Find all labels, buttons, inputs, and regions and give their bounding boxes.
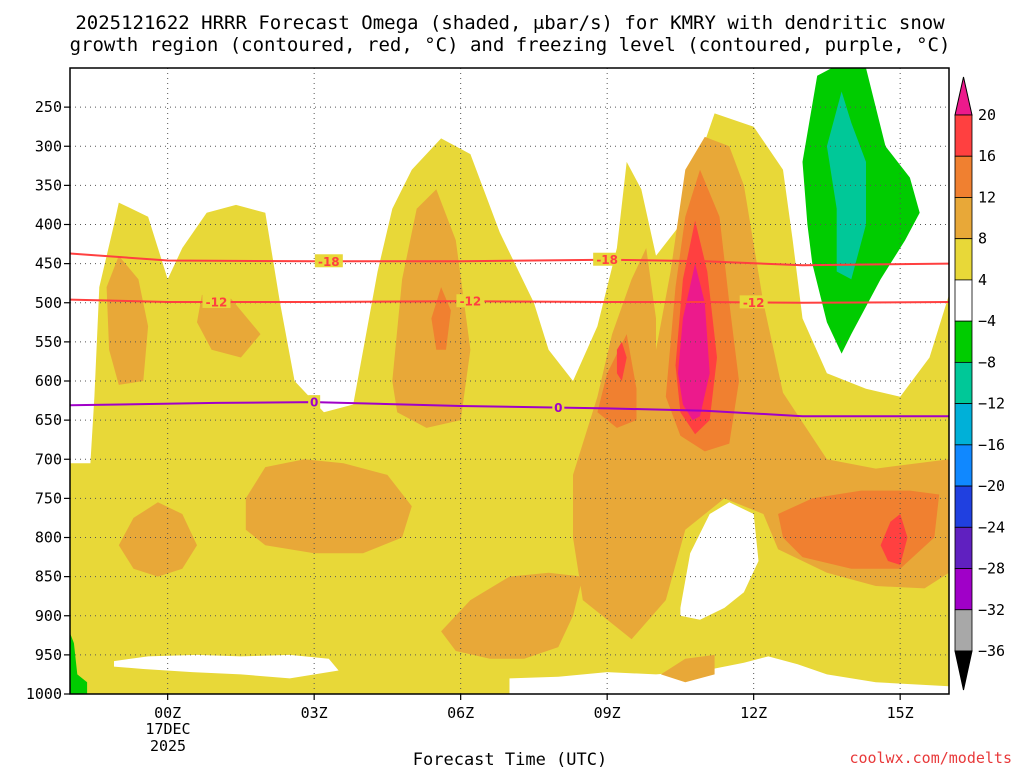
y-tick-label: 550 [35,333,62,351]
dgz-minus18-label-bg [314,254,343,268]
x-tick-label: 09Z [594,704,621,722]
omega-8-h [118,502,197,577]
x-axis-label: Forecast Time (UTC) [413,750,607,768]
omega-8-f [245,459,412,554]
freezing-level-label: 0 [310,396,318,410]
credit-text: coolwx.com/modelts [849,749,1012,767]
dgz-minus12-line [69,298,950,304]
colorbar-swatch [954,568,973,611]
omega-8-e [660,654,715,683]
y-tick-label: 350 [35,176,62,194]
colorbar-label: −8 [978,353,996,371]
colorbar-label: −28 [978,560,1005,578]
x-tick-label: 03Z [301,704,328,722]
omega-8-b [197,294,261,358]
y-tick-label: 750 [35,489,62,507]
dgz-minus12-label-bg [202,294,231,308]
omega-minus12-a [826,91,866,280]
chart-title-line2: growth region (contoured, red, °C) and f… [70,34,951,56]
colorbar-label: −36 [978,642,1005,660]
omega-16-a [616,341,627,381]
omega-white-low-left [114,654,339,679]
omega-8-c [392,189,471,428]
colorbar-label: 20 [978,106,996,124]
colorbar-swatch [954,444,973,487]
colorbar-swatch [954,320,973,363]
colorbar-swatch [954,155,973,198]
omega-white-hole [680,502,759,620]
colorbar: 20 16 12 8 4 −4 −8 −12 −16 −20 −24 −28 −32 −36 [954,76,1005,691]
colorbar-label: 16 [978,147,996,165]
y-tick-label: 500 [35,294,62,312]
freezing-level-label-bg [308,395,321,409]
contour-lines: -18 -18 -12 -12 -12 0 0 [69,252,950,418]
y-tick-label: 1000 [26,685,62,703]
omega-12-b [597,334,637,428]
y-tick-label: 400 [35,216,62,234]
colorbar-swatch [954,361,973,405]
colorbar-swatch [954,238,973,281]
x-tick-label: 06Z [447,704,474,722]
omega-8-g [441,572,583,659]
y-tick-label: 650 [35,411,62,429]
y-tick-label: 950 [35,646,62,664]
colorbar-label: −4 [978,312,996,330]
date-label-line2: 2025 [150,737,186,755]
y-tick-label: 450 [35,255,62,273]
omega-white-low-right [509,656,949,694]
colorbar-under-arrow [954,650,973,691]
y-tick-label: 850 [35,568,62,586]
freezing-level-line [69,401,949,418]
dgz-minus12-label-bg [739,295,768,309]
date-label-line1: 17DEC [145,720,190,738]
colorbar-swatch [954,114,973,157]
dgz-minus12-label: -12 [206,295,228,309]
dgz-minus18-line [69,252,950,267]
omega-minus8-corner [70,633,88,694]
colorbar-label: −24 [978,518,1005,536]
omega-16-c [880,514,908,565]
colorbar-swatch [954,526,973,569]
dgz-minus18-label: -18 [318,255,340,269]
colorbar-over-arrow [954,76,973,116]
x-tick-label: 12Z [740,704,767,722]
freezing-level-label: 0 [554,401,562,415]
y-axis-ticks: 250 300 350 400 450 500 550 600 650 700 750 800 850 9… [26,98,70,703]
omega-12-a [431,287,451,350]
colorbar-swatch [954,403,973,446]
dgz-minus18-label-bg [593,252,622,266]
colorbar-label: −16 [978,436,1005,454]
y-tick-label: 600 [35,372,62,390]
colorbar-label: 4 [978,271,987,289]
colorbar-swatch [954,279,973,322]
x-axis-ticks: 00Z 03Z 06Z 09Z 12Z 15Z [154,694,914,722]
x-tick-label: 15Z [887,704,914,722]
y-tick-label: 300 [35,137,62,155]
dgz-minus18-label: -18 [596,253,618,267]
colorbar-label: 12 [978,188,996,206]
y-tick-label: 900 [35,607,62,625]
colorbar-swatch [954,609,973,652]
dgz-minus12-label: -12 [460,295,482,309]
y-tick-label: 800 [35,529,62,547]
colorbar-swatch [954,197,973,240]
colorbar-label: −32 [978,601,1005,619]
colorbar-swatch [954,485,973,528]
colorbar-label: 8 [978,230,987,248]
freezing-level-label-bg [552,400,565,414]
x-tick-label: 00Z [154,704,181,722]
colorbar-label: −20 [978,477,1005,495]
chart-title-line1: 2025121622 HRRR Forecast Omega (shaded, … [75,12,945,34]
y-tick-label: 700 [35,450,62,468]
omega-8-a [106,255,149,385]
dgz-minus12-label-bg [456,294,485,308]
dgz-minus12-label: -12 [743,296,765,310]
omega-shading [70,68,949,694]
colorbar-label: −12 [978,395,1005,413]
y-tick-label: 250 [35,98,62,116]
